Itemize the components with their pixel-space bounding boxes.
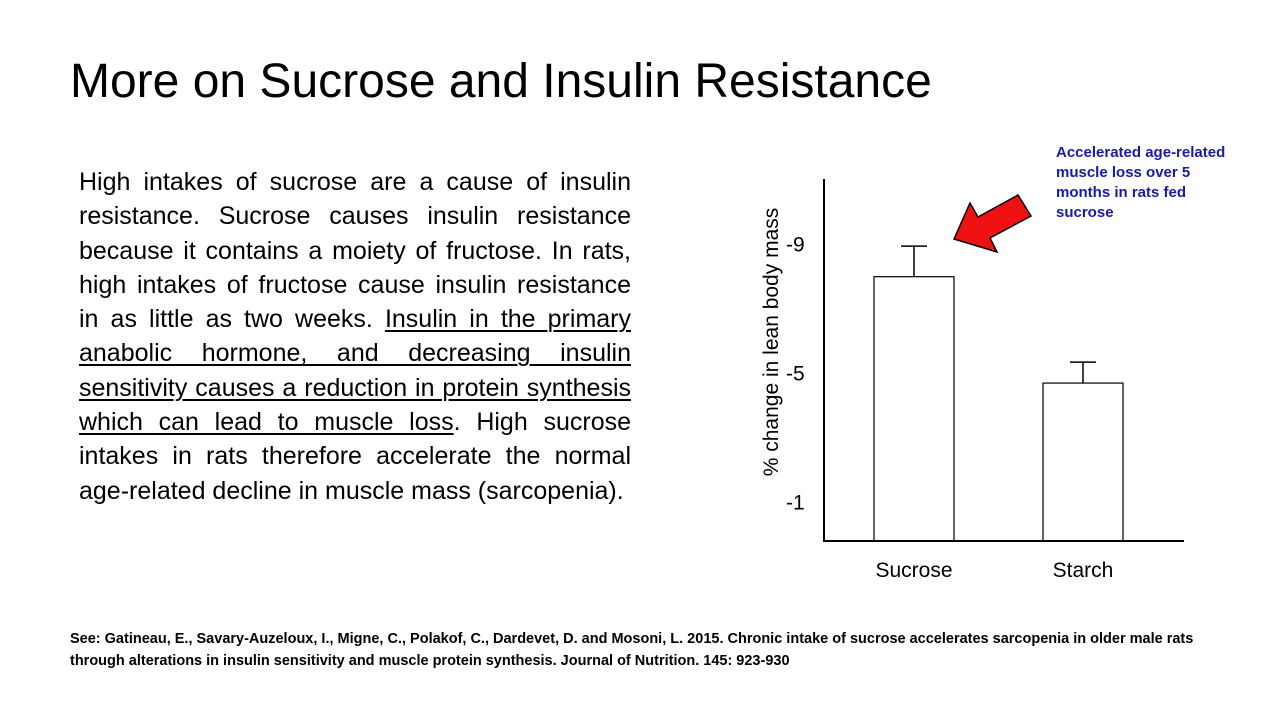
body-text-conclusion: . High sucrose intakes in rats therefore…: [79, 408, 631, 505]
body-text-underlined: Insulin in the primary anabolic hormone,…: [79, 305, 631, 437]
y-tick-label: -5: [786, 362, 805, 385]
y-axis-label: % change in lean body mass: [760, 208, 783, 477]
y-tick-labels: -9 -5 -1: [786, 233, 805, 514]
chart-annotation: Accelerated age-related muscle loss over…: [1056, 144, 1226, 221]
bar-starch: [1042, 382, 1124, 542]
slide-title: More on Sucrose and Insulin Resistance: [70, 55, 932, 108]
x-tick-label-sucrose: Sucrose: [875, 559, 952, 582]
body-text-intro: High intakes of sucrose are a cause of i…: [79, 168, 631, 334]
chart-bars: [873, 245, 1124, 542]
x-tick-label-starch: Starch: [1053, 559, 1114, 582]
body-paragraph: High intakes of sucrose are a cause of i…: [79, 165, 631, 508]
bar-chart: % change in lean body mass -9 -5 -1 Sucros…: [760, 179, 1184, 582]
y-tick-label: -9: [786, 233, 805, 256]
y-tick-label: -1: [786, 491, 805, 514]
bar-sucrose: [873, 276, 955, 542]
red-arrow-icon: [952, 193, 1033, 254]
citation: See: Gatineau, E., Savary-Auzeloux, I., …: [70, 631, 1194, 669]
x-category-labels: Sucrose Starch: [875, 559, 1113, 582]
